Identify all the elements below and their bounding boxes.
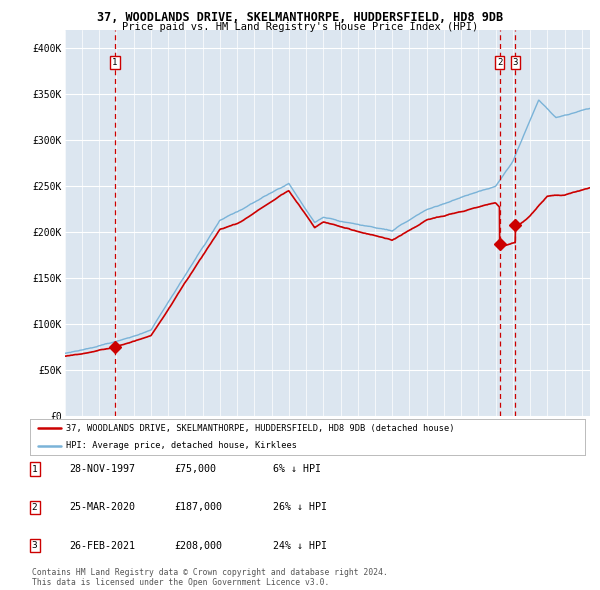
Text: 37, WOODLANDS DRIVE, SKELMANTHORPE, HUDDERSFIELD, HD8 9DB (detached house): 37, WOODLANDS DRIVE, SKELMANTHORPE, HUDD…	[66, 424, 455, 433]
Text: £208,000: £208,000	[174, 541, 222, 550]
Text: 3: 3	[513, 58, 518, 67]
Text: 28-NOV-1997: 28-NOV-1997	[69, 464, 135, 474]
Text: 1: 1	[112, 58, 118, 67]
Text: HPI: Average price, detached house, Kirklees: HPI: Average price, detached house, Kirk…	[66, 441, 297, 451]
Text: 25-MAR-2020: 25-MAR-2020	[69, 503, 135, 512]
Text: Price paid vs. HM Land Registry's House Price Index (HPI): Price paid vs. HM Land Registry's House …	[122, 22, 478, 32]
Text: £75,000: £75,000	[174, 464, 216, 474]
Text: 6% ↓ HPI: 6% ↓ HPI	[273, 464, 321, 474]
Text: Contains HM Land Registry data © Crown copyright and database right 2024.
This d: Contains HM Land Registry data © Crown c…	[32, 568, 388, 587]
Text: 1: 1	[32, 464, 38, 474]
Text: £187,000: £187,000	[174, 503, 222, 512]
Text: 26% ↓ HPI: 26% ↓ HPI	[273, 503, 327, 512]
Text: 26-FEB-2021: 26-FEB-2021	[69, 541, 135, 550]
Text: 2: 2	[32, 503, 38, 512]
Text: 3: 3	[32, 541, 38, 550]
Text: 37, WOODLANDS DRIVE, SKELMANTHORPE, HUDDERSFIELD, HD8 9DB: 37, WOODLANDS DRIVE, SKELMANTHORPE, HUDD…	[97, 11, 503, 24]
Text: 24% ↓ HPI: 24% ↓ HPI	[273, 541, 327, 550]
Text: 2: 2	[497, 58, 502, 67]
